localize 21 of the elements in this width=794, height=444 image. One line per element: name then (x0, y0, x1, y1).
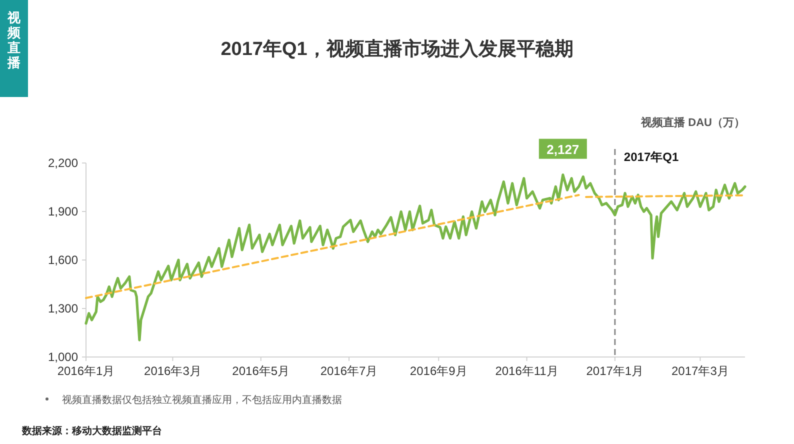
y-tick-label: 1,000 (48, 350, 78, 364)
x-tick-label: 2016年1月 (57, 364, 115, 378)
x-tick-label: 2016年9月 (410, 364, 468, 378)
source-note: 数据来源：移动大数据监测平台 (21, 425, 162, 437)
x-tick-label: 2016年11月 (495, 364, 558, 378)
y-axis-title: 视频直播 DAU（万） (640, 116, 745, 129)
x-tick-label: 2017年1月 (586, 364, 644, 378)
x-tick-label: 2017年3月 (672, 364, 729, 378)
chart-title: 2017年Q1，视频直播市场进入发展平稳期 (220, 38, 574, 60)
x-tick-label: 2016年5月 (232, 364, 290, 378)
text: 视频直播 (6, 10, 22, 70)
text: 视频直播数据仅包括独立视频直播应用，不包括应用内直播数据 (62, 394, 342, 406)
ref-line-label: 2017年Q1 (624, 150, 679, 164)
y-tick-label: 1,900 (48, 204, 78, 218)
y-tick-label: 1,300 (48, 302, 78, 316)
line-series (84, 174, 746, 342)
annotation: 2,127 (546, 142, 580, 157)
y-tick-label: 2,200 (48, 156, 78, 170)
y-tick-label: 1,600 (48, 253, 78, 267)
x-tick-label: 2016年7月 (320, 364, 378, 378)
x-tick-label: 2016年3月 (144, 364, 202, 378)
